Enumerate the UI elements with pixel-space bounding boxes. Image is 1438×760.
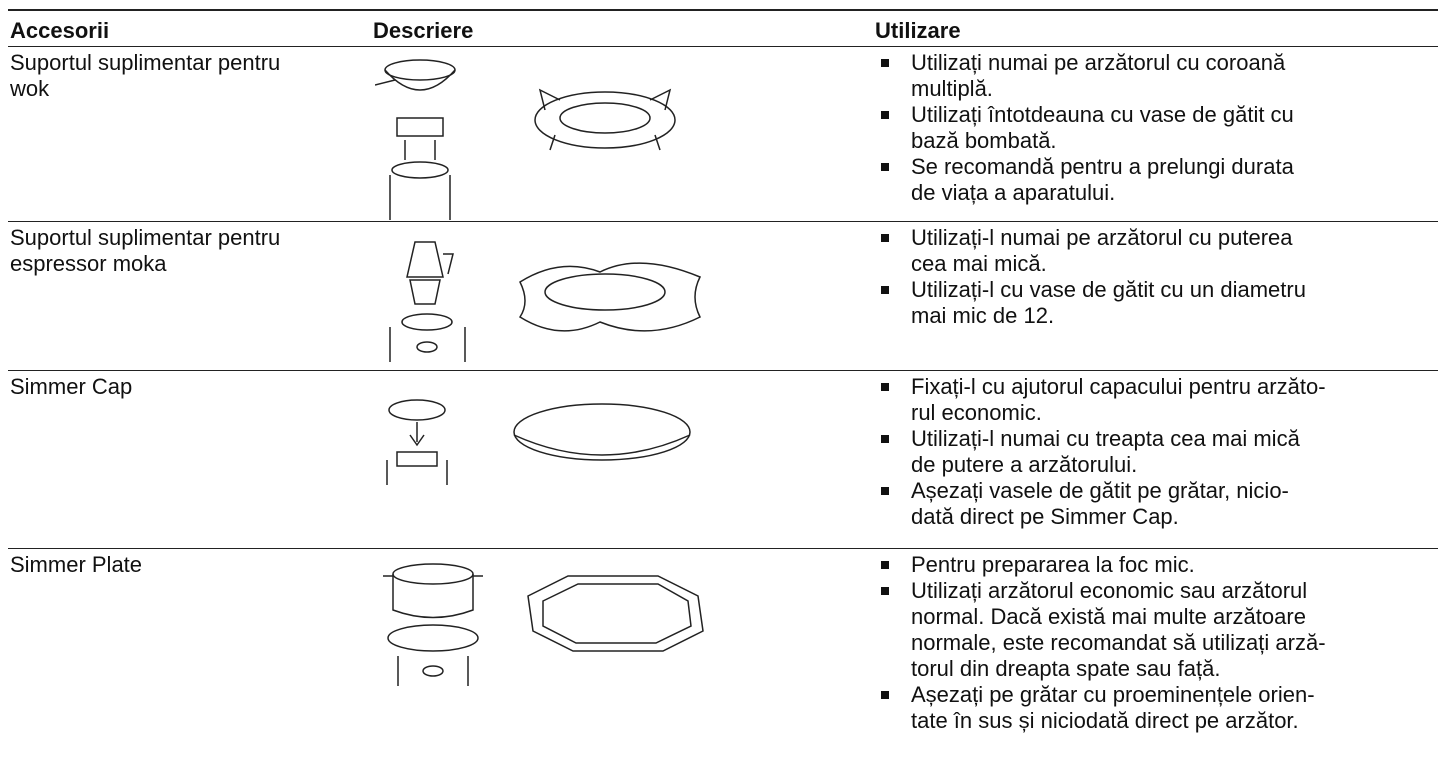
- usage-item: Se recomandă pentru a prelungi durata de…: [875, 154, 1435, 206]
- header-cell: Utilizare: [875, 18, 961, 43]
- rule: [8, 221, 1438, 222]
- simmer-cap-illustration: [386, 399, 691, 485]
- simmer-plate-illustration: [383, 563, 704, 686]
- moka-illustration: [389, 241, 702, 362]
- rule: [8, 9, 1438, 11]
- usage-item: Pentru prepararea la foc mic.: [875, 552, 1435, 578]
- accessory-name: Suportul suplimentar pentru espressor mo…: [10, 225, 281, 276]
- usage-item: Fixați-l cu ajutorul capacului pentru ar…: [875, 374, 1435, 426]
- usage-list: Fixați-l cu ajutorul capacului pentru ar…: [875, 374, 1435, 530]
- rule: [8, 548, 1438, 549]
- usage-list: Pentru prepararea la foc mic. Utilizați a…: [875, 552, 1435, 734]
- rule: [8, 370, 1438, 371]
- usage-item: Utilizați întotdeauna cu vase de gătit c…: [875, 102, 1435, 154]
- usage-item: Așezați vasele de gătit pe grătar, nicio…: [875, 478, 1435, 530]
- usage-list: Utilizați-l numai pe arzătorul cu putere…: [875, 225, 1435, 329]
- accessory-name: Simmer Cap: [10, 374, 133, 399]
- usage-item: Utilizați-l cu vase de gătit cu un diame…: [875, 277, 1435, 329]
- usage-item: Așezați pe grătar cu proeminențele orien…: [875, 682, 1435, 734]
- rule: [8, 46, 1438, 47]
- usage-item: Utilizați-l numai cu treapta cea mai mic…: [875, 426, 1435, 478]
- accessory-name: Suportul suplimentar pentru wok: [10, 50, 281, 101]
- usage-item: Utilizați-l numai pe arzătorul cu putere…: [875, 225, 1435, 277]
- accessory-name: Simmer Plate: [10, 552, 143, 577]
- usage-item: Utilizați numai pe arzătorul cu coroană …: [875, 50, 1435, 102]
- wok-illustration: [375, 59, 676, 220]
- usage-item: Utilizați arzătorul economic sau arzător…: [875, 578, 1435, 682]
- header-cell: Descriere: [373, 18, 474, 43]
- header-cell: Accesorii: [10, 18, 110, 43]
- usage-list: Utilizați numai pe arzătorul cu coroană …: [875, 50, 1435, 206]
